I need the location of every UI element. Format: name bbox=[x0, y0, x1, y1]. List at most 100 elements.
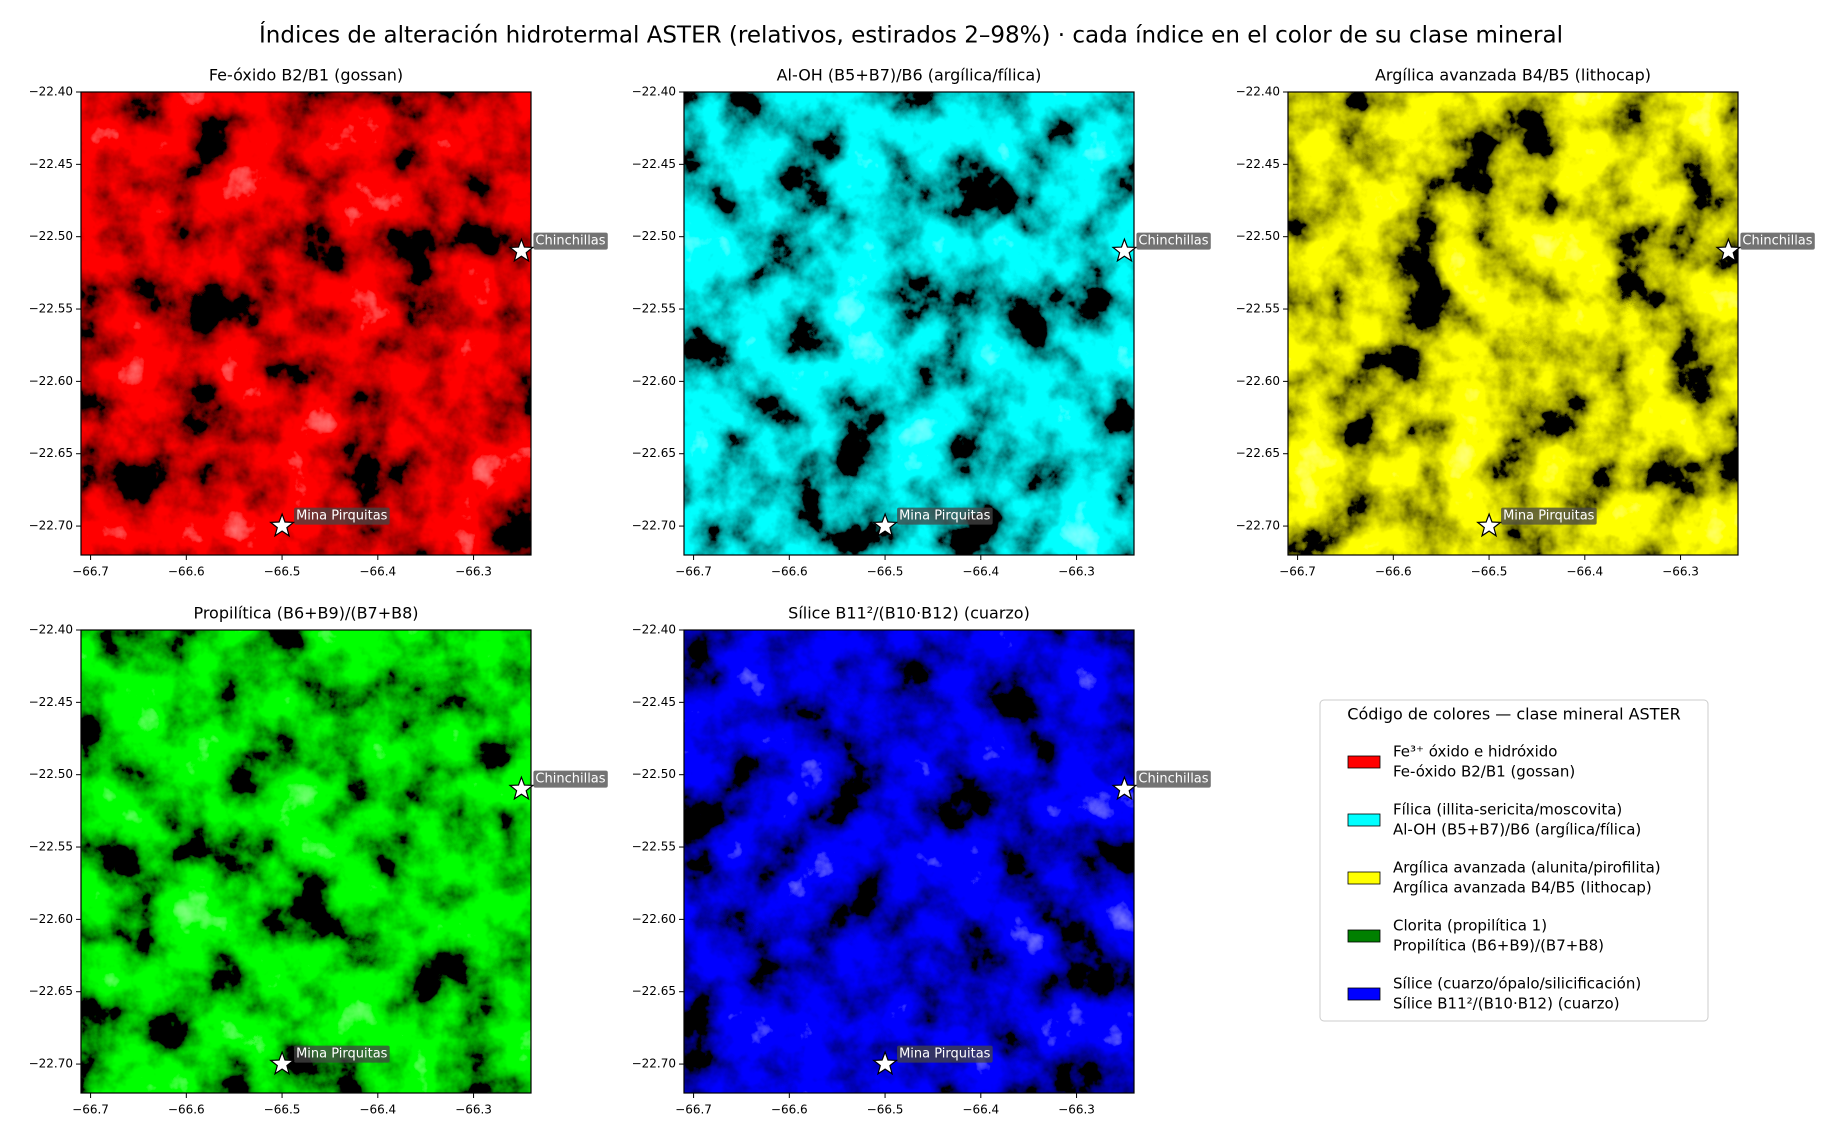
point-label-box bbox=[294, 1045, 390, 1063]
y-tick-label: −22.70 bbox=[632, 1057, 676, 1071]
y-tick-label: −22.65 bbox=[632, 446, 676, 460]
x-tick-label: −66.7 bbox=[675, 565, 712, 579]
site-marker bbox=[872, 1050, 899, 1076]
legend-swatch bbox=[1347, 813, 1381, 827]
point-label-box bbox=[1740, 232, 1815, 250]
y-tick-label: −22.45 bbox=[632, 157, 676, 171]
legend-class: Fe³⁺ óxido e hidróxido bbox=[1393, 743, 1557, 761]
site-marker bbox=[1111, 775, 1138, 801]
x-tick-label: −66.3 bbox=[455, 565, 492, 579]
x-tick-label: −66.7 bbox=[72, 1103, 109, 1117]
y-tick-label: −22.65 bbox=[29, 446, 73, 460]
x-tick-label: −66.6 bbox=[1375, 565, 1412, 579]
y-tick-label: −22.40 bbox=[632, 623, 676, 637]
point-label: Chinchillas bbox=[1138, 234, 1208, 249]
site-marker bbox=[269, 1050, 296, 1076]
panel-title: Fe-óxido B2/B1 (gossan) bbox=[209, 66, 403, 85]
x-tick-label: −66.5 bbox=[867, 1103, 904, 1117]
axes-frame bbox=[683, 91, 1135, 556]
y-tick-label: −22.60 bbox=[29, 374, 73, 388]
legend-swatch bbox=[1347, 987, 1381, 1001]
axes-frame bbox=[80, 629, 532, 1094]
y-tick-label: −22.40 bbox=[29, 623, 73, 637]
site-marker bbox=[872, 512, 899, 538]
x-tick-label: −66.4 bbox=[962, 1103, 999, 1117]
y-tick-label: −22.50 bbox=[632, 767, 676, 781]
y-tick-label: −22.55 bbox=[1236, 302, 1280, 316]
site-marker bbox=[269, 512, 296, 538]
legend-index: Propilítica (B6+B9)/(B7+B8) bbox=[1393, 937, 1604, 955]
x-tick-label: −66.6 bbox=[771, 565, 808, 579]
x-tick-label: −66.7 bbox=[1279, 565, 1316, 579]
y-tick-label: −22.60 bbox=[1236, 374, 1280, 388]
x-tick-label: −66.4 bbox=[1566, 565, 1603, 579]
raster-image bbox=[1288, 92, 1738, 555]
legend-index: Sílice B11²/(B10·B12) (cuarzo) bbox=[1393, 995, 1620, 1013]
legend-swatch bbox=[1347, 755, 1381, 769]
figure-title: Índices de alteración hidrotermal ASTER … bbox=[259, 21, 1563, 49]
y-tick-label: −22.45 bbox=[632, 695, 676, 709]
point-label: Mina Pirquitas bbox=[296, 1047, 388, 1062]
site-marker bbox=[1715, 237, 1742, 263]
panel-title: Argílica avanzada B4/B5 (lithocap) bbox=[1375, 66, 1651, 85]
y-tick-label: −22.40 bbox=[632, 85, 676, 99]
y-tick-label: −22.55 bbox=[632, 302, 676, 316]
x-tick-label: −66.3 bbox=[1662, 565, 1699, 579]
point-label-box bbox=[294, 507, 390, 525]
x-tick-label: −66.4 bbox=[359, 565, 396, 579]
y-tick-label: −22.60 bbox=[632, 912, 676, 926]
y-tick-label: −22.50 bbox=[632, 229, 676, 243]
x-tick-label: −66.5 bbox=[1471, 565, 1508, 579]
y-tick-label: −22.70 bbox=[29, 519, 73, 533]
x-tick-label: −66.6 bbox=[168, 1103, 205, 1117]
x-tick-label: −66.6 bbox=[168, 565, 205, 579]
y-tick-label: −22.65 bbox=[632, 984, 676, 998]
x-tick-label: −66.5 bbox=[264, 565, 301, 579]
raster-image bbox=[684, 630, 1134, 1093]
axes-frame bbox=[80, 91, 532, 556]
legend-class: Argílica avanzada (alunita/pirofilita) bbox=[1393, 859, 1661, 877]
point-label-box bbox=[897, 507, 993, 525]
point-label-box bbox=[1136, 232, 1211, 250]
x-tick-label: −66.6 bbox=[771, 1103, 808, 1117]
x-tick-label: −66.3 bbox=[1058, 1103, 1095, 1117]
point-label: Chinchillas bbox=[1742, 234, 1812, 249]
y-tick-label: −22.50 bbox=[29, 767, 73, 781]
legend-class: Clorita (propilítica 1) bbox=[1393, 917, 1547, 935]
point-label-box bbox=[1136, 770, 1211, 788]
y-tick-label: −22.60 bbox=[29, 912, 73, 926]
y-tick-label: −22.70 bbox=[29, 1057, 73, 1071]
x-tick-label: −66.4 bbox=[359, 1103, 396, 1117]
raster-image bbox=[684, 92, 1134, 555]
point-label-box bbox=[897, 1045, 993, 1063]
legend-class: Fílica (illita-sericita/moscovita) bbox=[1393, 801, 1622, 819]
x-tick-label: −66.7 bbox=[72, 565, 109, 579]
site-marker bbox=[508, 775, 535, 801]
point-label: Mina Pirquitas bbox=[899, 1047, 991, 1062]
x-tick-label: −66.3 bbox=[1058, 565, 1095, 579]
point-label: Mina Pirquitas bbox=[296, 509, 388, 524]
y-tick-label: −22.60 bbox=[632, 374, 676, 388]
legend-index: Fe-óxido B2/B1 (gossan) bbox=[1393, 763, 1575, 781]
panel-title: Al-OH (B5+B7)/B6 (argílica/fílica) bbox=[777, 66, 1042, 85]
point-label: Mina Pirquitas bbox=[899, 509, 991, 524]
raster-image bbox=[81, 630, 531, 1093]
y-tick-label: −22.45 bbox=[1236, 157, 1280, 171]
y-tick-label: −22.45 bbox=[29, 695, 73, 709]
raster-image bbox=[81, 92, 531, 555]
y-tick-label: −22.50 bbox=[29, 229, 73, 243]
point-label-box bbox=[533, 770, 608, 788]
legend-swatch bbox=[1347, 871, 1381, 885]
point-label-box bbox=[533, 232, 608, 250]
legend-box bbox=[1319, 699, 1709, 1022]
x-tick-label: −66.3 bbox=[455, 1103, 492, 1117]
x-tick-label: −66.7 bbox=[675, 1103, 712, 1117]
y-tick-label: −22.55 bbox=[632, 840, 676, 854]
legend-index: Argílica avanzada B4/B5 (lithocap) bbox=[1393, 879, 1652, 897]
legend-index: Al-OH (B5+B7)/B6 (argílica/fílica) bbox=[1393, 821, 1641, 839]
legend-swatch bbox=[1347, 929, 1381, 943]
y-tick-label: −22.40 bbox=[29, 85, 73, 99]
point-label: Chinchillas bbox=[535, 234, 605, 249]
x-tick-label: −66.4 bbox=[962, 565, 999, 579]
